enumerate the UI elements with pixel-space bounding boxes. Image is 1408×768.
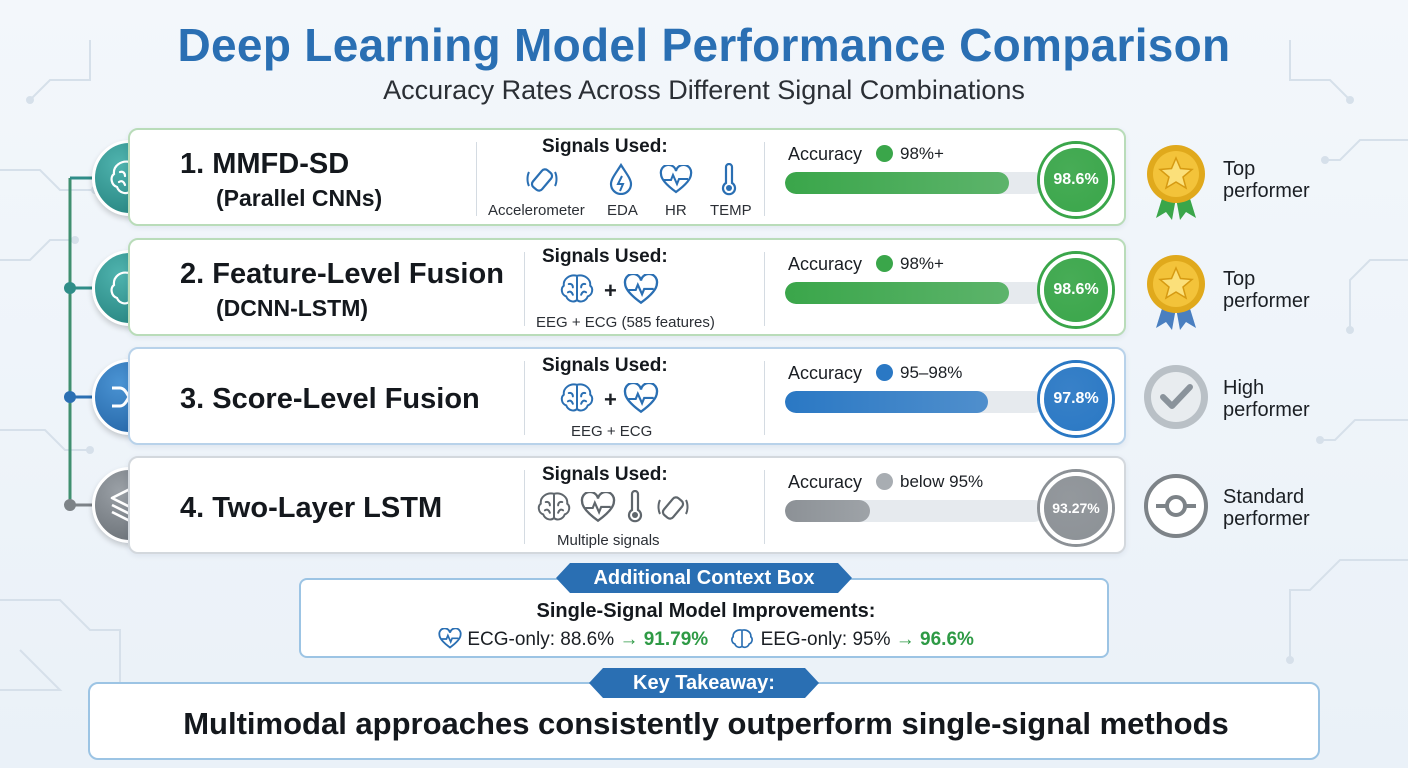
accuracy-bar <box>785 172 1045 194</box>
badge-text: Standard performer <box>1223 486 1310 530</box>
badge-text: High performer <box>1223 377 1310 421</box>
accuracy-bar-fill <box>785 391 988 413</box>
model-connector-line <box>64 176 92 511</box>
accuracy-dot <box>876 473 893 490</box>
accuracy-range: 98%+ <box>900 144 944 163</box>
ecg-only-value: ECG-only: 88.6% <box>467 629 615 650</box>
accelerometer-icon <box>656 492 690 527</box>
accuracy-label: Accuracy <box>788 254 863 274</box>
signal-temp: TEMP <box>710 202 752 219</box>
gold-medal-icon <box>1142 255 1210 330</box>
eda-drop-icon <box>608 162 634 200</box>
plus-sign: + <box>604 387 617 412</box>
signals-label: Signals Used: <box>542 246 668 267</box>
model-name: 1. MMFD-SD <box>180 148 350 180</box>
eeg-improved-value: → 96.6% <box>895 629 974 650</box>
takeaway-ribbon: Key Takeaway: <box>589 668 819 698</box>
eeg-brain-icon <box>558 272 596 311</box>
accelerometer-icon <box>525 164 559 199</box>
accuracy-range: 95–98% <box>900 363 963 382</box>
accuracy-bar-fill <box>785 500 871 522</box>
silver-check-icon <box>1142 363 1210 431</box>
accuracy-bar <box>785 391 1045 413</box>
badge-text: Top performer <box>1223 268 1310 312</box>
model-subtitle: (DCNN-LSTM) <box>216 295 369 321</box>
accuracy-bar <box>785 500 1045 522</box>
signal-hr: HR <box>665 202 687 219</box>
accuracy-bar-fill <box>785 282 1009 304</box>
signal-eda: EDA <box>607 202 638 219</box>
ecg-heart-icon <box>438 627 462 649</box>
signals-label: Signals Used: <box>542 136 668 157</box>
accuracy-dot <box>876 364 893 381</box>
additional-context-box: Single-Signal Model Improvements: ECG-on… <box>299 578 1109 658</box>
thermometer-icon <box>626 489 644 529</box>
signals-caption: Multiple signals <box>557 532 660 549</box>
context-ribbon: Additional Context Box <box>556 563 852 593</box>
model-subtitle: (Parallel CNNs) <box>216 185 383 211</box>
accuracy-bar <box>785 282 1045 304</box>
accuracy-dot <box>876 255 893 272</box>
accuracy-gauge: 98.6% <box>1040 144 1112 216</box>
page-subtitle: Accuracy Rates Across Different Signal C… <box>383 75 1025 105</box>
key-takeaway-box: Multimodal approaches consistently outpe… <box>88 682 1320 760</box>
gold-medal-icon <box>1142 145 1210 220</box>
model-row-mmfd-sd: 1. MMFD-SD (Parallel CNNs) Signals Used:… <box>128 128 1126 226</box>
model-row-feature-level-fusion: 2. Feature-Level Fusion (DCNN-LSTM) Sign… <box>128 238 1126 336</box>
eeg-only-value: EEG-only: 95% <box>760 629 891 650</box>
signals-caption: EEG + ECG (585 features) <box>536 314 715 331</box>
temp-thermometer-icon <box>720 162 738 202</box>
heart-icon <box>580 490 616 529</box>
accuracy-gauge: 97.8% <box>1040 363 1112 435</box>
signals-caption: EEG + ECG <box>571 423 653 440</box>
accuracy-label: Accuracy <box>788 144 863 164</box>
eeg-brain-icon <box>558 381 596 420</box>
ecg-heart-icon <box>623 272 659 311</box>
signals-label: Signals Used: <box>542 464 668 485</box>
model-name: 2. Feature-Level Fusion <box>180 258 504 290</box>
model-row-score-level-fusion: 3. Score-Level Fusion Signals Used: + EE… <box>128 347 1126 445</box>
signal-accelerometer: Accelerometer <box>488 202 585 219</box>
plus-sign: + <box>604 278 617 303</box>
accuracy-bar-fill <box>785 172 1009 194</box>
model-name: 4. Two-Layer LSTM <box>180 492 443 524</box>
takeaway-text: Multimodal approaches consistently outpe… <box>183 706 1229 741</box>
accuracy-gauge: 98.6% <box>1040 254 1112 326</box>
badge-text: Top performer <box>1223 158 1310 202</box>
context-title: Single-Signal Model Improvements: <box>536 600 876 622</box>
accuracy-range: below 95% <box>900 472 984 491</box>
model-name: 3. Score-Level Fusion <box>180 383 480 415</box>
signals-label: Signals Used: <box>542 355 668 376</box>
model-row-two-layer-lstm: 4. Two-Layer LSTM Signals Used: Multiple… <box>128 456 1126 554</box>
page-title: Deep Learning Model Performance Comparis… <box>177 19 1231 71</box>
context-improvements: ECG-only: 88.6% → 91.79% EEG-only: 95% →… <box>301 627 1111 651</box>
brain-icon <box>535 490 573 529</box>
standard-dot-icon <box>1142 472 1210 540</box>
ecg-heart-icon <box>623 381 659 420</box>
accuracy-dot <box>876 145 893 162</box>
accuracy-gauge: 93.27% <box>1040 472 1112 544</box>
accuracy-range: 98%+ <box>900 254 944 273</box>
accuracy-label: Accuracy <box>788 472 863 492</box>
eeg-brain-icon <box>731 629 754 649</box>
ecg-improved-value: → 91.79% <box>619 629 709 650</box>
hr-heart-icon <box>659 163 693 200</box>
accuracy-label: Accuracy <box>788 363 863 383</box>
